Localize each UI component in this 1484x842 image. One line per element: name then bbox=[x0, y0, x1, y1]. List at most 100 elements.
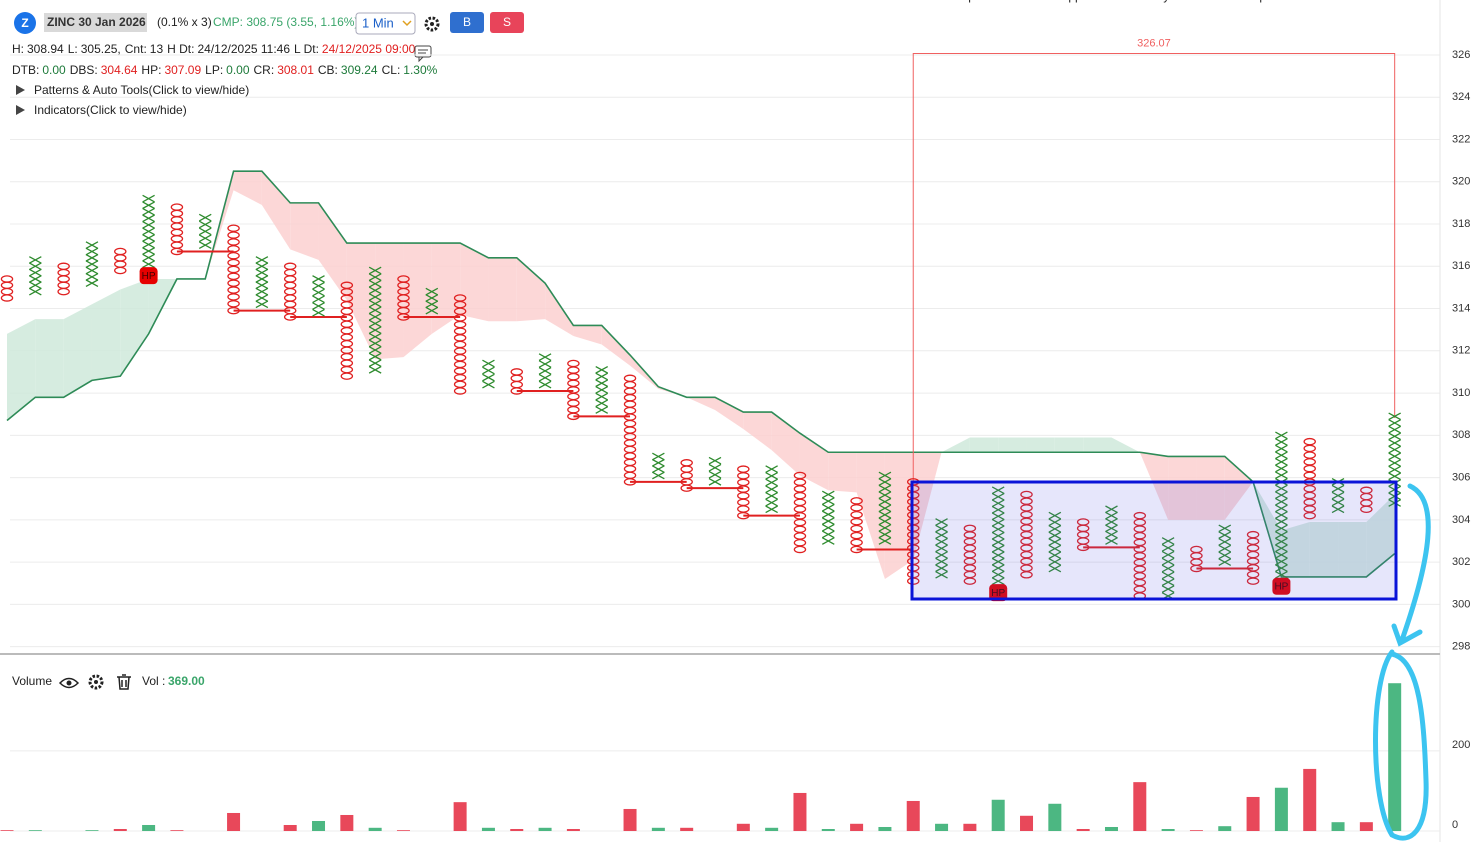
x-box bbox=[368, 306, 382, 315]
nav-item[interactable]: Indicator bbox=[492, 0, 538, 3]
x-box bbox=[1048, 544, 1062, 553]
nav-item[interactable]: Auto Tools bbox=[710, 0, 766, 3]
cloud bbox=[516, 257, 546, 322]
x-box bbox=[1275, 491, 1288, 499]
o-box bbox=[227, 245, 240, 253]
x-box bbox=[1048, 518, 1062, 527]
o-box bbox=[623, 400, 637, 408]
cloud bbox=[1224, 456, 1254, 520]
nav-item[interactable]: Chart bbox=[397, 0, 427, 3]
cloud bbox=[1139, 452, 1169, 520]
o-box bbox=[567, 392, 580, 401]
cloud bbox=[715, 397, 744, 429]
comment-icon[interactable] bbox=[414, 45, 432, 63]
o-box bbox=[850, 538, 863, 547]
x-box bbox=[368, 293, 382, 301]
eye-icon[interactable] bbox=[58, 677, 80, 689]
buy-label[interactable]: B bbox=[463, 15, 471, 29]
x-box bbox=[368, 365, 382, 374]
nav-item[interactable]: Template bbox=[946, 0, 995, 3]
volume-bar bbox=[85, 830, 99, 831]
x-box bbox=[142, 234, 155, 242]
o-box bbox=[340, 333, 354, 341]
x-box bbox=[935, 531, 948, 540]
o-column bbox=[510, 368, 524, 395]
x-box bbox=[652, 452, 665, 461]
x-box bbox=[991, 505, 1005, 514]
y-tick-label: 0 bbox=[1452, 819, 1458, 831]
o-box bbox=[227, 258, 240, 267]
x-box bbox=[85, 272, 99, 281]
settings-icon[interactable] bbox=[88, 674, 104, 690]
x-box bbox=[425, 300, 439, 309]
x-box bbox=[595, 365, 609, 374]
o-column bbox=[170, 203, 184, 256]
o-box bbox=[1246, 577, 1260, 585]
volume-bar bbox=[227, 812, 241, 831]
o-box bbox=[453, 380, 467, 389]
o-box bbox=[227, 293, 240, 301]
o-box bbox=[227, 306, 240, 315]
x-box bbox=[198, 220, 212, 229]
nav-item[interactable]: Save Chart bbox=[826, 0, 887, 3]
delete-icon[interactable] bbox=[117, 674, 131, 690]
symbol[interactable]: ZINC 30 Jan 2026 bbox=[47, 15, 146, 29]
expand-arrow[interactable] bbox=[16, 85, 25, 95]
settings-icon[interactable] bbox=[424, 16, 440, 32]
x-box bbox=[1105, 511, 1118, 520]
x-box bbox=[1275, 551, 1288, 559]
o-column bbox=[680, 459, 693, 492]
nav-item[interactable]: Apps bbox=[1060, 0, 1087, 3]
x-box bbox=[765, 478, 778, 487]
x-box bbox=[198, 234, 212, 243]
o-box bbox=[283, 275, 297, 283]
o-box bbox=[170, 241, 184, 249]
cloud bbox=[686, 397, 715, 410]
volume-bar bbox=[793, 792, 807, 831]
interval-select[interactable] bbox=[355, 12, 416, 35]
x-box bbox=[85, 241, 99, 250]
x-column bbox=[255, 256, 269, 309]
x-box bbox=[1048, 511, 1062, 520]
sell-button[interactable] bbox=[490, 12, 524, 33]
nav-item[interactable]: Layout bbox=[1150, 0, 1187, 3]
stat-label: H Dt: bbox=[167, 42, 194, 56]
nav-item[interactable]: Patterns bbox=[605, 0, 650, 3]
volume-bar bbox=[1303, 768, 1317, 831]
toggle[interactable]: Patterns & Auto Tools(Click to view/hide… bbox=[34, 83, 249, 97]
cloud bbox=[318, 202, 347, 301]
x-box bbox=[1105, 537, 1118, 545]
drawn-rectangle[interactable] bbox=[910, 480, 1398, 601]
interval[interactable]: 1 Min bbox=[362, 15, 394, 30]
o-box bbox=[623, 465, 637, 473]
x-box bbox=[482, 366, 495, 375]
x-box bbox=[991, 544, 1005, 553]
x-box bbox=[935, 570, 948, 579]
cloud bbox=[488, 257, 517, 322]
x-box bbox=[312, 308, 325, 317]
o-column bbox=[963, 524, 977, 585]
volume-bar bbox=[991, 799, 1005, 831]
x-box bbox=[1161, 537, 1175, 545]
x-box bbox=[142, 207, 155, 216]
buy-button[interactable] bbox=[450, 12, 484, 33]
o-box bbox=[737, 465, 750, 473]
o-box bbox=[1190, 564, 1203, 573]
x-box bbox=[312, 275, 325, 283]
x-box bbox=[991, 570, 1005, 579]
stat-value: 308.01 bbox=[277, 63, 314, 77]
expand-arrow[interactable] bbox=[16, 105, 25, 115]
sell-label[interactable]: S bbox=[503, 15, 511, 29]
x-box bbox=[538, 360, 552, 368]
o-box bbox=[793, 505, 807, 513]
y-tick-label: 302 bbox=[1452, 556, 1470, 568]
nav-item[interactable]: Reports bbox=[1244, 0, 1286, 3]
x-column bbox=[425, 287, 439, 315]
toggle[interactable]: Indicators(Click to view/hide) bbox=[34, 103, 187, 117]
o-box bbox=[57, 275, 70, 283]
x-box bbox=[1161, 543, 1175, 552]
o-box bbox=[57, 268, 70, 277]
y-tick-label: 322 bbox=[1452, 133, 1470, 145]
x-column bbox=[1048, 511, 1062, 573]
o-box bbox=[170, 209, 184, 218]
